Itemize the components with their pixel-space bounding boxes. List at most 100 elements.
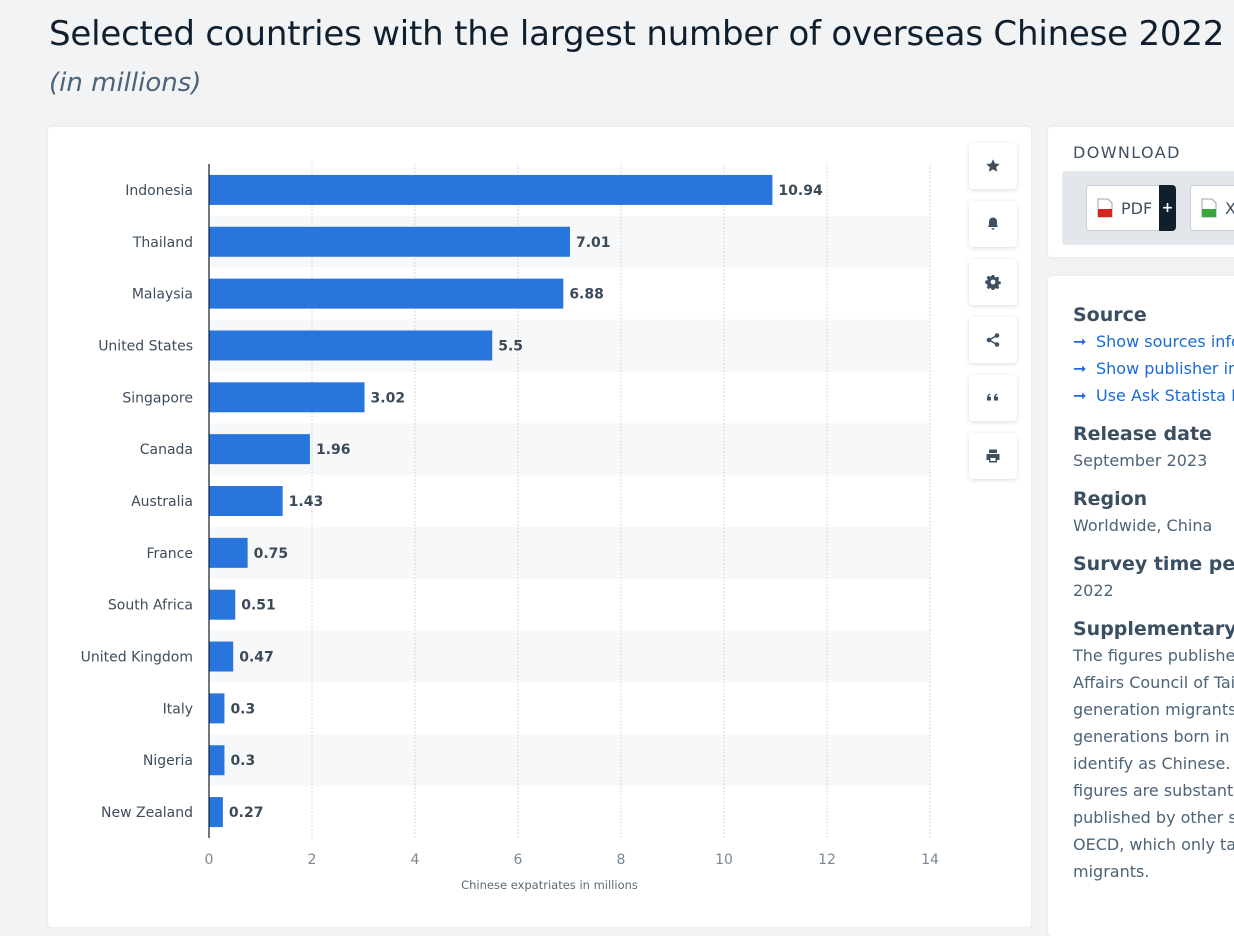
y-category-label: Australia (131, 494, 193, 510)
row-band (209, 423, 930, 476)
x-tick-label: 2 (308, 852, 317, 868)
bar-value-label: 7.01 (576, 235, 611, 251)
y-category-label: Indonesia (125, 183, 193, 199)
gear-icon (985, 275, 1001, 290)
bar[interactable] (209, 330, 493, 361)
bell-icon (987, 217, 999, 230)
bar[interactable] (209, 434, 310, 465)
x-axis-title: Chinese expatriates in millions (461, 878, 638, 892)
supp-line: published by other s (1073, 808, 1234, 827)
supplementary-notes-heading: Supplementary n (1073, 618, 1234, 640)
cite-button[interactable] (969, 375, 1017, 421)
bar[interactable] (209, 693, 225, 724)
y-category-label: United Kingdom (81, 650, 193, 666)
bar-value-label: 6.88 (569, 287, 604, 303)
bar[interactable] (209, 278, 564, 309)
download-panel: DOWNLOAD PDF + X (1048, 127, 1234, 257)
region-heading: Region (1073, 488, 1148, 510)
arrow-right-icon: ➞ (1073, 359, 1087, 378)
print-icon (986, 449, 1000, 463)
show-publisher-link[interactable]: ➞ Show publisher in (1073, 355, 1234, 382)
x-tick-label: 4 (411, 852, 420, 868)
bar-value-label: 3.02 (371, 390, 406, 406)
supp-line: The figures publishe (1073, 646, 1234, 665)
bar-value-label: 10.94 (778, 183, 823, 199)
x-tick-label: 0 (205, 852, 214, 868)
supp-line: Affairs Council of Tai (1073, 673, 1234, 692)
release-date-heading: Release date (1073, 423, 1212, 445)
y-category-label: South Africa (108, 598, 193, 614)
supp-line: figures are substanti (1073, 781, 1234, 800)
bar[interactable] (209, 745, 225, 776)
supp-line: OECD, which only tal (1073, 835, 1234, 854)
x-tick-label: 6 (514, 852, 523, 868)
bar[interactable] (209, 382, 365, 413)
quote-icon (987, 393, 998, 401)
xls-label: X (1225, 198, 1234, 218)
survey-period-value: 2022 (1073, 581, 1114, 600)
y-category-label: Italy (163, 701, 193, 717)
source-heading: Source (1073, 304, 1147, 326)
bar-value-label: 0.3 (230, 701, 255, 717)
y-category-label: Canada (140, 442, 193, 458)
bar-chart: Indonesia Thailand Malaysia United States Si… (81, 164, 939, 892)
page-title: Selected countries with the largest numb… (49, 14, 1225, 54)
bar-value-label: 1.43 (289, 494, 324, 510)
print-button[interactable] (969, 433, 1017, 479)
x-tick-label: 10 (715, 852, 733, 868)
supp-line: generation migrants, (1073, 700, 1234, 719)
info-panel: Source ➞ Show sources info ➞ Show publishe… (1048, 276, 1234, 936)
favorite-button[interactable] (969, 143, 1017, 189)
share-button[interactable] (969, 317, 1017, 363)
bar-value-label: 0.3 (230, 753, 255, 769)
ask-statista-link[interactable]: ➞ Use Ask Statista R (1073, 382, 1234, 409)
arrow-right-icon: ➞ (1073, 386, 1087, 405)
page-subtitle: (in millions) (49, 68, 202, 98)
x-tick-label: 12 (818, 852, 836, 868)
xls-file-icon (1201, 198, 1217, 218)
notification-button[interactable] (969, 201, 1017, 247)
bar[interactable] (209, 486, 283, 516)
row-band (209, 526, 930, 579)
y-category-label: Singapore (122, 390, 193, 406)
pdf-plus-badge: + (1159, 185, 1176, 231)
bar-value-label: 5.5 (498, 338, 523, 354)
show-sources-link[interactable]: ➞ Show sources info (1073, 328, 1234, 355)
supp-line: identify as Chinese. C (1073, 754, 1234, 773)
bar-value-label: 0.75 (254, 546, 289, 562)
download-title: DOWNLOAD (1073, 143, 1181, 162)
supp-line: migrants. (1073, 862, 1150, 881)
bar[interactable] (209, 537, 248, 568)
star-icon (986, 159, 1000, 172)
chart-card: Indonesia Thailand Malaysia United States Si… (48, 127, 1031, 927)
y-category-label: United States (98, 338, 193, 354)
download-xls-button[interactable]: X (1190, 185, 1234, 231)
release-date-value: September 2023 (1073, 451, 1208, 470)
bar-value-label: 0.27 (229, 805, 264, 821)
bar[interactable] (209, 641, 234, 672)
supp-line: generations born in t (1073, 727, 1234, 746)
share-icon (986, 333, 1000, 347)
y-category-label: Thailand (132, 235, 193, 251)
row-band (209, 630, 930, 683)
x-tick-label: 14 (921, 852, 939, 868)
y-category-label: New Zealand (101, 805, 193, 821)
y-category-label: Malaysia (132, 287, 193, 303)
bar[interactable] (209, 589, 236, 620)
region-value: Worldwide, China (1073, 516, 1213, 535)
arrow-right-icon: ➞ (1073, 332, 1087, 351)
bar[interactable] (209, 174, 773, 205)
x-tick-label: 8 (617, 852, 626, 868)
bar[interactable] (209, 797, 223, 828)
pdf-file-icon (1097, 198, 1113, 218)
bar-value-label: 0.51 (241, 598, 276, 614)
row-band (209, 734, 930, 787)
settings-button[interactable] (969, 259, 1017, 305)
y-category-label: France (146, 546, 193, 562)
bar-value-label: 0.47 (239, 650, 274, 666)
bar[interactable] (209, 226, 571, 257)
survey-period-heading: Survey time perio (1073, 553, 1234, 575)
download-pdf-button[interactable]: PDF + (1086, 185, 1176, 231)
bar-value-label: 1.96 (316, 442, 351, 458)
download-options: PDF + X (1062, 171, 1234, 245)
